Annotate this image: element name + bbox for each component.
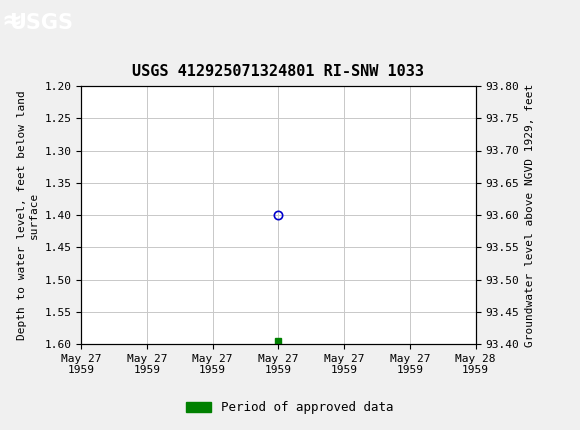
- Title: USGS 412925071324801 RI-SNW 1033: USGS 412925071324801 RI-SNW 1033: [132, 64, 425, 79]
- Legend: Period of approved data: Period of approved data: [181, 396, 399, 419]
- Text: ≈: ≈: [2, 9, 23, 34]
- Y-axis label: Depth to water level, feet below land
surface: Depth to water level, feet below land su…: [17, 90, 39, 340]
- Text: USGS: USGS: [9, 12, 72, 33]
- Y-axis label: Groundwater level above NGVD 1929, feet: Groundwater level above NGVD 1929, feet: [525, 83, 535, 347]
